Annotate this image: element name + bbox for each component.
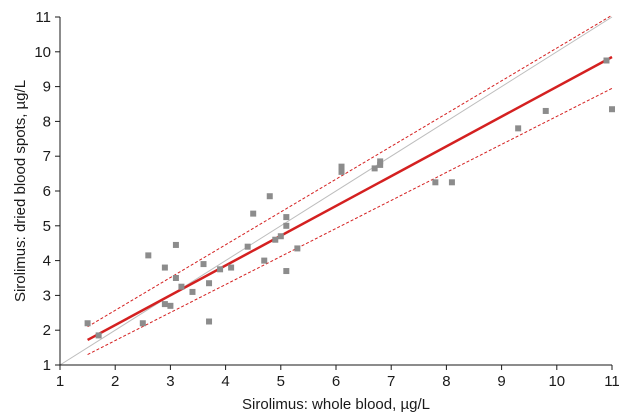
data-point [261,258,267,264]
y-tick-label: 5 [43,218,51,235]
x-tick-label: 4 [221,373,229,390]
x-tick-label: 7 [387,373,395,390]
data-point [85,320,91,326]
data-point [283,268,289,274]
data-point [206,319,212,325]
identity-line [60,17,612,365]
x-tick-label: 8 [442,373,450,390]
data-point [283,214,289,220]
data-point [162,265,168,271]
x-tick-label: 2 [111,373,119,390]
data-point [294,245,300,251]
x-tick-label: 10 [548,373,565,390]
y-axis-title: Sirolimus: dried blood spots, µg/L [12,80,29,302]
x-tick-label: 11 [604,373,620,390]
y-tick-label: 11 [35,9,51,26]
data-point [515,125,521,131]
regression-line [88,57,612,340]
data-point [206,280,212,286]
data-point [283,223,289,229]
x-tick-label: 9 [497,373,505,390]
data-point [162,301,168,307]
data-point [449,179,455,185]
data-point [178,284,184,290]
data-point [543,108,549,114]
x-tick-label: 5 [277,373,285,390]
data-point [267,193,273,199]
data-point [140,320,146,326]
data-point [272,237,278,243]
x-axis-title: Sirolimus: whole blood, µg/L [242,396,430,413]
y-tick-label: 3 [43,287,51,304]
data-point [372,165,378,171]
y-tick-label: 7 [43,148,51,165]
data-point [339,164,345,170]
data-point [278,233,284,239]
data-point [167,303,173,309]
data-point [250,211,256,217]
y-tick-label: 9 [43,79,51,96]
data-point [603,58,609,64]
y-tick-label: 1 [43,357,51,374]
x-tick-label: 1 [56,373,64,390]
upper-confidence-line [88,15,612,326]
data-point [201,261,207,267]
data-point [339,169,345,175]
data-point [173,275,179,281]
data-point [609,106,615,112]
x-tick-label: 6 [332,373,340,390]
y-tick-label: 10 [34,44,51,61]
data-point [228,265,234,271]
y-tick-label: 6 [43,183,51,200]
lower-confidence-line [88,88,612,354]
data-point [173,242,179,248]
data-point [145,252,151,258]
data-point [217,266,223,272]
data-point [245,244,251,250]
data-point [432,179,438,185]
y-tick-label: 8 [43,113,51,130]
x-tick-label: 3 [166,373,174,390]
data-point [377,162,383,168]
y-tick-label: 4 [43,253,51,270]
data-point [189,289,195,295]
y-tick-label: 2 [43,322,51,339]
data-point [96,332,102,338]
